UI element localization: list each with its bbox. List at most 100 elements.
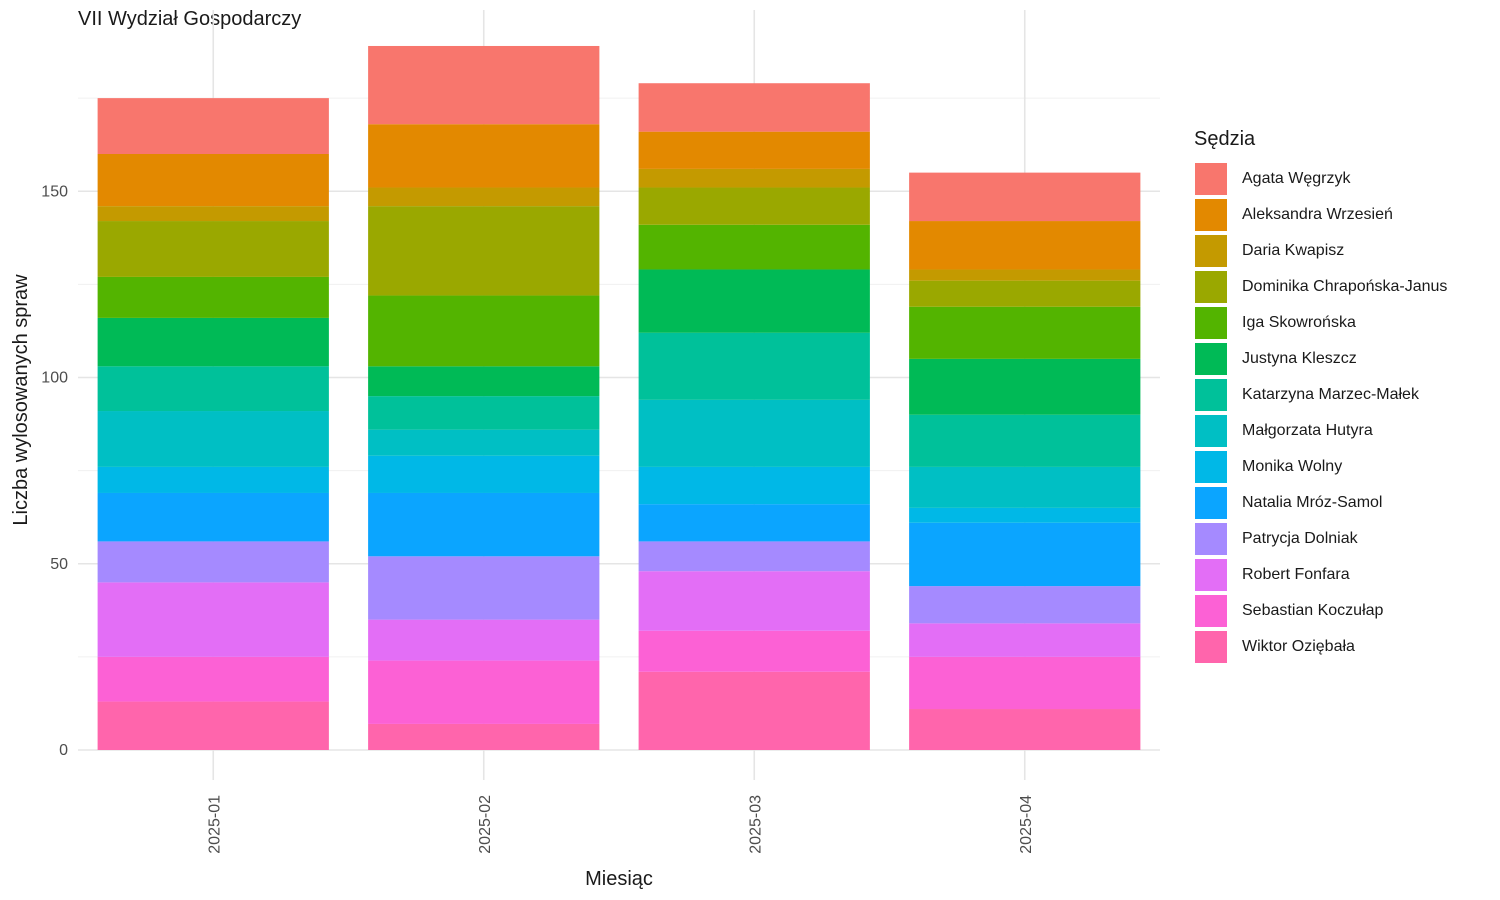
bar-segment: Robert Fonfara 2025-03: 16 [638, 571, 870, 631]
bar-segment: Wiktor Ozięba​ła 2025-02: 7 [368, 723, 600, 750]
bar-segment: Iga Skowrońska 2025-03: 12 [638, 224, 870, 270]
bar-segment: Katarzyna Marzec-Małek 2025-03: 18 [638, 332, 870, 400]
legend-swatch [1194, 594, 1228, 628]
legend-item: Justyna Kleszcz [1194, 341, 1447, 377]
bar-segment: Aleksandra Wrzesień 2025-02: 17 [368, 124, 600, 188]
legend-swatch [1194, 198, 1228, 232]
bar-segment: Małgorzata Hutyra 2025-04: 11 [909, 466, 1141, 508]
legend-swatch [1194, 270, 1228, 304]
bar-segment: Dominika Chrapońska-Janus 2025-01: 15 [97, 221, 329, 277]
legend-item: Monika Wolny [1194, 449, 1447, 485]
legend-swatch [1194, 162, 1228, 196]
bar-segment: Aleksandra Wrzesień 2025-03: 10 [638, 131, 870, 169]
bar-segment: Agata Węgrzyk 2025-02: 21 [368, 45, 600, 125]
bar-segment: Justyna Kleszcz 2025-04: 15 [909, 358, 1141, 415]
bar-segment: Robert Fonfara 2025-02: 11 [368, 619, 600, 661]
bar-segment: Agata Węgrzyk 2025-01: 15 [97, 98, 329, 154]
bar-segment: Monika Wolny 2025-03: 10 [638, 466, 870, 505]
bar-segment: Iga Skowrońska 2025-02: 19 [368, 295, 600, 367]
x-tick-label: 2025-03 [747, 795, 764, 854]
bar-segment: Justyna Kleszcz 2025-03: 17 [638, 269, 870, 333]
bar-segment: Natalia Mróz-Samol 2025-02: 17 [368, 492, 600, 557]
bar-segment: Wiktor Ozięba​ła 2025-03: 21 [638, 671, 870, 750]
legend-item: Dominika Chrapońska-Janus [1194, 269, 1447, 305]
legend-label: Natalia Mróz-Samol [1242, 494, 1383, 511]
legend-swatch [1194, 486, 1228, 520]
legend-label: Aleksandra Wrzesień [1242, 206, 1393, 223]
legend-label: Robert Fonfara [1242, 566, 1350, 583]
bar-segment: Justyna Kleszcz 2025-02: 8 [368, 366, 600, 397]
bar-segment: Natalia Mróz-Samol 2025-04: 17 [909, 522, 1141, 587]
legend-swatch [1194, 414, 1228, 448]
bar-segment: Daria Kwapisz 2025-02: 5 [368, 187, 600, 207]
x-tick-label: 2025-02 [477, 795, 494, 854]
y-tick-label: 150 [41, 183, 68, 200]
legend-swatch [1194, 450, 1228, 484]
bar-segment: Patrycja Dolniak 2025-03: 8 [638, 541, 870, 572]
bar-segment: Małgorzata Hutyra 2025-01: 15 [97, 411, 329, 467]
bar-segment: Robert Fonfara 2025-01: 20 [97, 582, 329, 657]
bar-segment: Małgorzata Hutyra 2025-02: 7 [368, 429, 600, 456]
legend-swatch [1194, 558, 1228, 592]
bar-segment: Iga Skowrońska 2025-01: 11 [97, 276, 329, 318]
bar-segment: Katarzyna Marzec-Małek 2025-04: 14 [909, 414, 1141, 467]
legend-item: Małgorzata Hutyra [1194, 413, 1447, 449]
bar-segment: Patrycja Dolniak 2025-04: 10 [909, 586, 1141, 624]
bar-segment: Sebastian Koczułap 2025-02: 17 [368, 660, 600, 724]
legend-item: Wiktor Ozięba​ła [1194, 629, 1447, 665]
legend-swatch [1194, 342, 1228, 376]
legend-item: Iga Skowrońska [1194, 305, 1447, 341]
y-tick-label: 100 [41, 370, 68, 387]
bar-segment: Natalia Mróz-Samol 2025-03: 10 [638, 504, 870, 542]
legend: Sędzia Agata Węgrzyk Aleksandra Wrzesień D… [1194, 128, 1447, 665]
legend-label: Wiktor Ozięba​ła [1242, 638, 1355, 655]
legend-item: Agata Węgrzyk [1194, 161, 1447, 197]
chart-title: VII Wydział Gospodarczy [78, 8, 302, 30]
bar-segment: Patrycja Dolniak 2025-02: 17 [368, 556, 600, 620]
bar-segment: Monika Wolny 2025-02: 10 [368, 455, 600, 493]
y-tick-label: 0 [59, 742, 68, 759]
bar-segment: Katarzyna Marzec-Małek 2025-01: 12 [97, 366, 329, 412]
legend-swatch [1194, 234, 1228, 268]
bar-segment: Wiktor Ozięba​ła 2025-01: 13 [97, 701, 329, 750]
bar-segment: Dominika Chrapońska-Janus 2025-04: 7 [909, 280, 1141, 307]
bar-segment: Aleksandra Wrzesień 2025-01: 14 [97, 154, 329, 207]
legend-item: Aleksandra Wrzesień [1194, 197, 1447, 233]
bar-segment: Monika Wolny 2025-01: 7 [97, 466, 329, 493]
bar-segment: Daria Kwapisz 2025-04: 3 [909, 269, 1141, 281]
legend-item: Patrycja Dolniak [1194, 521, 1447, 557]
legend-item: Robert Fonfara [1194, 557, 1447, 593]
legend-label: Monika Wolny [1242, 458, 1343, 475]
legend-swatch [1194, 378, 1228, 412]
legend-label: Justyna Kleszcz [1242, 350, 1357, 367]
legend-label: Iga Skowrońska [1242, 314, 1356, 331]
legend-label: Agata Węgrzyk [1242, 170, 1351, 187]
bar-segment: Daria Kwapisz 2025-03: 5 [638, 168, 870, 188]
legend-item: Katarzyna Marzec-Małek [1194, 377, 1447, 413]
bar-segment: Agata Węgrzyk 2025-04: 13 [909, 172, 1141, 222]
bar-segment: Małgorzata Hutyra 2025-03: 18 [638, 399, 870, 467]
y-tick-label: 50 [50, 556, 68, 573]
x-axis-title: Miesiąc [585, 868, 653, 890]
bar-segment: Dominika Chrapońska-Janus 2025-03: 10 [638, 187, 870, 225]
legend-label: Dominika Chrapońska-Janus [1242, 278, 1448, 295]
legend-swatch [1194, 630, 1228, 664]
bar-segment: Dominika Chrapońska-Janus 2025-02: 24 [368, 206, 600, 296]
legend-swatch [1194, 306, 1228, 340]
bar-segment: Natalia Mróz-Samol 2025-01: 13 [97, 492, 329, 542]
legend-items: Agata Węgrzyk Aleksandra Wrzesień Daria Kw… [1194, 161, 1447, 665]
bar-segment: Wiktor Ozięba​ła 2025-04: 11 [909, 709, 1141, 750]
bar-segment: Sebastian Koczułap 2025-04: 14 [909, 656, 1141, 710]
bar-segment: Daria Kwapisz 2025-01: 4 [97, 206, 329, 222]
bar-segment: Patrycja Dolniak 2025-01: 11 [97, 541, 329, 583]
bar-segment: Agata Węgrzyk 2025-03: 13 [638, 83, 870, 132]
legend-label: Małgorzata Hutyra [1242, 422, 1373, 439]
bar-segment: Monika Wolny 2025-04: 4 [909, 507, 1141, 523]
legend-item: Sebastian Koczułap [1194, 593, 1447, 629]
legend-label: Sebastian Koczułap [1242, 602, 1384, 619]
bar-segment: Iga Skowrońska 2025-04: 14 [909, 306, 1141, 359]
x-tick-label: 2025-04 [1018, 795, 1035, 854]
bar-segment: Justyna Kleszcz 2025-01: 13 [97, 317, 329, 367]
legend-label: Patrycja Dolniak [1242, 530, 1358, 547]
